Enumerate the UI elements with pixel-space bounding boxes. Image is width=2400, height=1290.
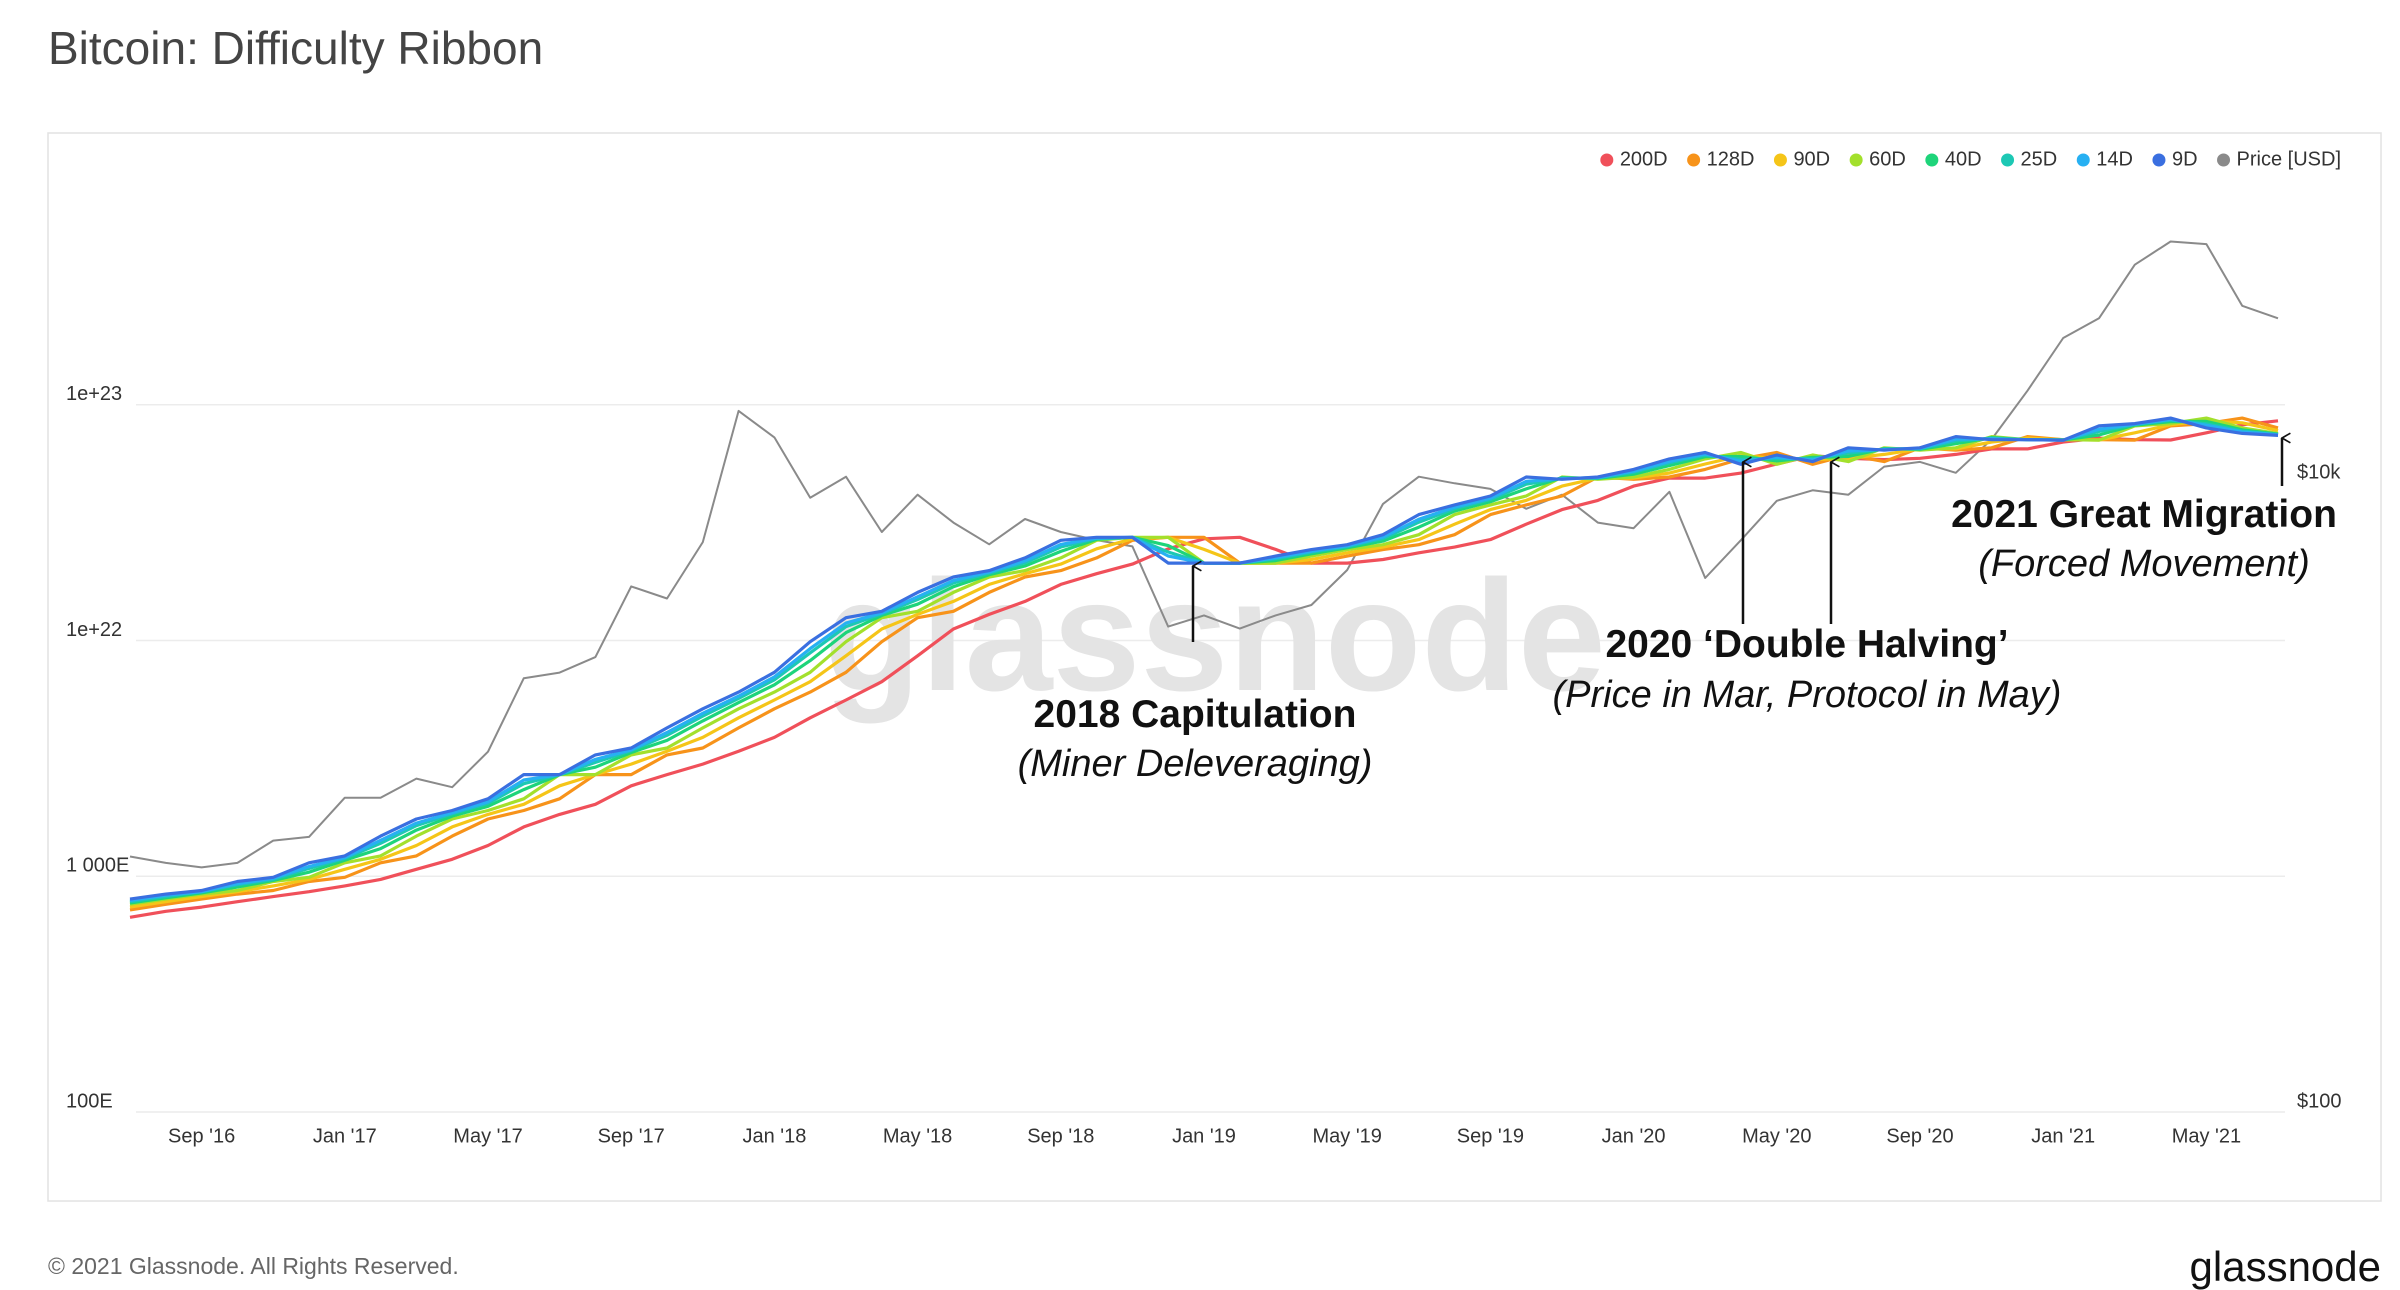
x-tick-label: Sep '17 (598, 1125, 665, 1147)
legend-dot (2152, 153, 2166, 167)
legend-dot (2001, 153, 2015, 167)
plot-frame (47, 132, 2382, 1202)
x-tick-label: Jan '21 (2031, 1125, 2095, 1147)
x-tick-label: May '18 (883, 1125, 952, 1147)
chart-title: Bitcoin: Difficulty Ribbon (48, 22, 543, 74)
y-tick-label: 1e+22 (66, 619, 122, 641)
labels: 100E 1 000E 1e+22 1e+23 $100 $10k Sep '16 Jan '… (66, 383, 2342, 1147)
legend-label: 200D (1620, 148, 1668, 170)
annotation-subtitle: (Forced Movement) (1978, 543, 2310, 585)
legend-label: 14D (2096, 148, 2133, 170)
legend-label: 25D (2021, 148, 2058, 170)
legend-label: 40D (1945, 148, 1982, 170)
y-tick-label: 1e+23 (66, 383, 122, 405)
legend-label: Price [USD] (2237, 148, 2341, 170)
y-tick-label: 100E (66, 1090, 113, 1112)
grid (136, 404, 2285, 1113)
legend-dot (2217, 153, 2231, 167)
copyright: © 2021 Glassnode. All Rights Reserved. (48, 1253, 459, 1279)
ribbon-line (129, 416, 2279, 901)
legend-dot (1925, 153, 1939, 167)
annotation-arrows (1191, 438, 2282, 642)
x-tick-label: Sep '16 (168, 1125, 235, 1147)
legend-dot (1849, 153, 1863, 167)
y2-tick-label: $100 (2297, 1090, 2342, 1112)
x-tick-label: Jan '20 (1602, 1125, 1666, 1147)
annotation-subtitle: (Price in Mar, Protocol in May) (1553, 674, 2062, 716)
x-tick-label: Jan '17 (313, 1125, 377, 1147)
logo: glassnode (2190, 1243, 2381, 1290)
legend-dot (1687, 153, 1701, 167)
x-tick-label: Sep '20 (1886, 1125, 1953, 1147)
lines (129, 240, 2279, 919)
price-line (129, 240, 2279, 869)
y-tick-label: 1 000E (66, 855, 129, 877)
x-tick-label: Sep '18 (1027, 1125, 1094, 1147)
annotation-title: 2021 Great Migration (1951, 493, 2337, 536)
legend: Price [USD] 9D 14D 25D 40D 60D 90D 128D 200D (1600, 148, 2341, 170)
annotation-title: 2018 Capitulation (1034, 693, 1357, 736)
legend-dot (2076, 153, 2090, 167)
legend-dot (1773, 153, 1787, 167)
x-tick-label: May '19 (1312, 1125, 1381, 1147)
annotation-title: 2020 ‘Double Halving’ (1605, 623, 2008, 666)
annotation-subtitle: (Miner Deleveraging) (1018, 743, 1373, 785)
x-tick-label: May '17 (453, 1125, 522, 1147)
y2-tick-label: $10k (2297, 462, 2341, 484)
legend-label: 90D (1793, 148, 1830, 170)
legend-label: 9D (2172, 148, 2198, 170)
x-tick-label: May '21 (2172, 1125, 2241, 1147)
x-tick-label: Jan '19 (1172, 1125, 1236, 1147)
legend-label: 128D (1707, 148, 1755, 170)
x-tick-label: May '20 (1742, 1125, 1811, 1147)
x-tick-label: Sep '19 (1457, 1125, 1524, 1147)
x-tick-label: Jan '18 (742, 1125, 806, 1147)
legend-dot (1600, 153, 1614, 167)
legend-label: 60D (1869, 148, 1906, 170)
